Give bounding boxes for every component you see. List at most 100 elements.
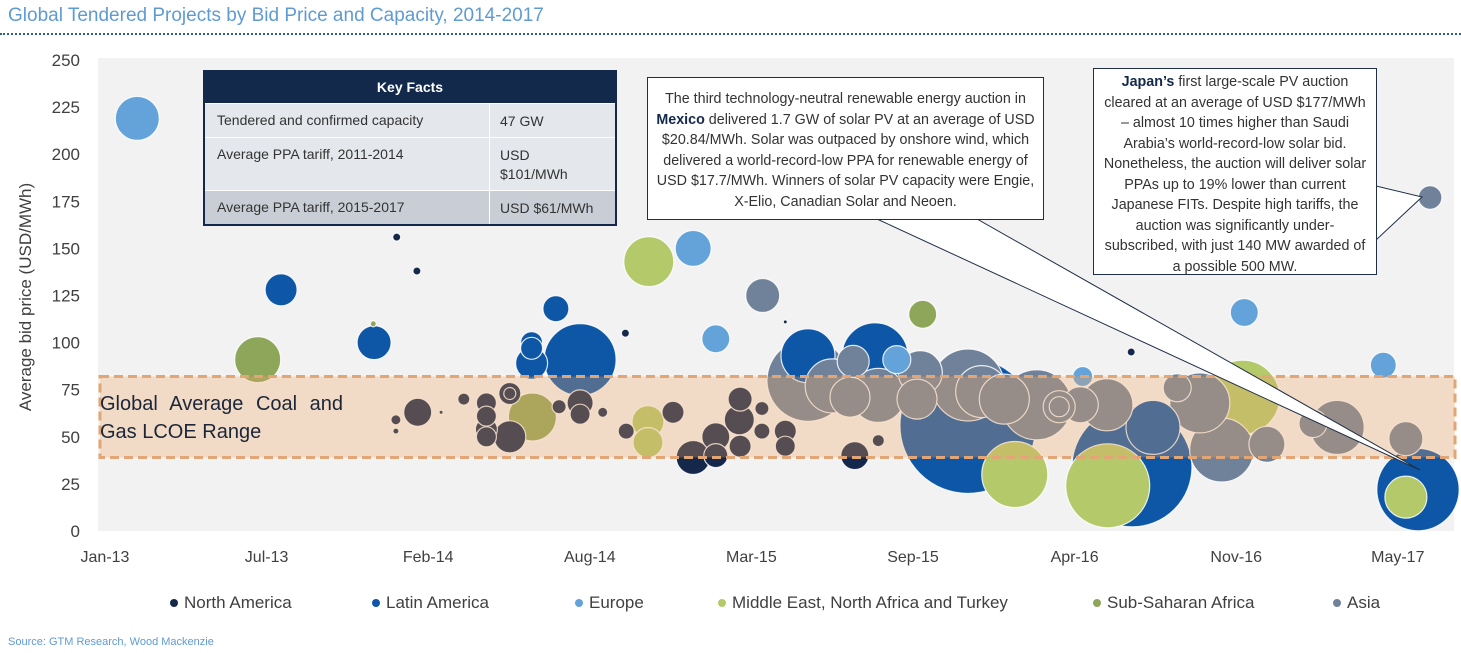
- bubble-north-america: [475, 405, 497, 427]
- legend-label: North America: [184, 593, 292, 612]
- key-facts-label: Average PPA tariff, 2015-2017: [205, 191, 490, 224]
- bubble-europe: [1229, 297, 1259, 328]
- bubble-north-america: [617, 422, 635, 440]
- key-facts-row: Average PPA tariff, 2015-2017 USD $61/MW…: [205, 190, 615, 224]
- x-tick-label: Feb-14: [403, 549, 454, 566]
- bubble-middle-east-north-africa-and-turkey: [1384, 475, 1428, 519]
- bubble-north-america: [392, 232, 402, 242]
- key-facts-label: Tendered and confirmed capacity: [205, 104, 490, 137]
- legend-label: Europe: [589, 593, 644, 612]
- x-tick-label: Sep-15: [887, 549, 939, 566]
- callout-bold: Japan’s: [1121, 74, 1175, 90]
- bubble-latin-america: [356, 325, 392, 361]
- x-tick-label: Nov-16: [1210, 549, 1262, 566]
- bubble-north-america: [475, 426, 497, 448]
- x-tick-label: May-17: [1371, 549, 1424, 566]
- y-axis-ticks: 0 25 50 75 100 125 150 175 200 225 250: [52, 51, 80, 541]
- bubble-north-america: [703, 443, 729, 469]
- x-tick-label: Jan-13: [81, 549, 130, 566]
- x-axis-ticks: Jan-13 Jul-13 Feb-14 Aug-14 Mar-15 Sep-15 Apr-…: [81, 549, 1425, 566]
- source-note: Source: GTM Research, Wood Mackenzie: [8, 636, 214, 648]
- bubble-asia: [896, 378, 938, 420]
- y-tick-label: 25: [61, 475, 80, 494]
- legend-label: Asia: [1347, 593, 1381, 612]
- y-tick-label: 0: [71, 522, 80, 541]
- bubble-europe: [882, 345, 912, 375]
- bubble-north-america: [412, 266, 422, 276]
- bubble-sub-saharan-africa: [908, 299, 938, 329]
- bubble-asia: [836, 344, 870, 378]
- bubble-north-america: [1126, 347, 1136, 357]
- legend-label: Sub-Saharan Africa: [1107, 593, 1255, 612]
- legend-latin-america: Latin America: [372, 593, 489, 613]
- legend-menat: Middle East, North Africa and Turkey: [718, 593, 1008, 613]
- bubble-north-america: [569, 403, 591, 425]
- key-facts-row: Average PPA tariff, 2011-2014 USD $101/M…: [205, 137, 615, 190]
- legend-north-america: North America: [170, 593, 292, 613]
- bubble-asia: [1248, 425, 1286, 463]
- y-tick-label: 200: [52, 145, 80, 164]
- bubble-asia: [745, 277, 781, 314]
- key-facts-value: USD $61/MWh: [500, 200, 594, 216]
- japan-callout: Japan’s first large-scale PV auction cle…: [1093, 68, 1377, 275]
- bubble-asia: [1162, 373, 1192, 403]
- bubble-north-america: [438, 409, 444, 415]
- bubble-north-america: [551, 399, 567, 415]
- bubble-north-america: [457, 392, 471, 406]
- bubble-north-america: [871, 434, 885, 448]
- bubble-europe: [1369, 351, 1397, 379]
- y-tick-label: 150: [52, 239, 80, 258]
- bubble-latin-america: [264, 273, 298, 307]
- bubble-latin-america: [519, 336, 544, 360]
- bubble-north-america: [403, 397, 433, 427]
- bubble-north-america: [840, 441, 870, 471]
- legend-label: Middle East, North Africa and Turkey: [732, 593, 1008, 612]
- title-divider: [0, 33, 1461, 35]
- key-facts-value: 47 GW: [500, 113, 544, 129]
- legend-asia: Asia: [1333, 593, 1380, 613]
- x-tick-label: Mar-15: [726, 549, 777, 566]
- y-tick-label: 250: [52, 51, 80, 70]
- y-tick-label: 75: [61, 381, 80, 400]
- y-tick-label: 100: [52, 334, 80, 353]
- callout-text: The third technology-neutral renewable e…: [665, 91, 1026, 107]
- key-facts-row: Tendered and confirmed capacity 47 GW: [205, 103, 615, 137]
- callout-text: delivered 1.7 GW of solar PV at an avera…: [656, 111, 1035, 210]
- bubble-sub-saharan-africa: [369, 320, 377, 328]
- bubble-latin-america: [1125, 399, 1181, 455]
- bubble-europe: [674, 229, 712, 267]
- bubble-north-america: [597, 406, 609, 418]
- lcoe-range-band: [98, 375, 1457, 460]
- bubble-north-america: [503, 386, 517, 401]
- y-tick-label: 225: [52, 98, 80, 117]
- y-axis-label: Average bid price (USD/MWh): [16, 183, 35, 411]
- key-facts-value: USD $101/MWh: [500, 147, 568, 182]
- legend-dot: [372, 599, 380, 607]
- bubble-sub-saharan-africa: [234, 336, 282, 384]
- bubble-europe: [114, 95, 160, 142]
- key-facts-table: Key Facts Tendered and confirmed capacit…: [203, 70, 617, 226]
- bubble-north-america: [727, 386, 753, 412]
- legend-dot: [1093, 599, 1101, 607]
- callout-text: first large-scale PV auction cleared at …: [1103, 74, 1367, 275]
- lcoe-range-label: Global Average Coal and Gas LCOE Range: [100, 393, 343, 443]
- legend-dot: [718, 599, 726, 607]
- bubble-north-america: [620, 328, 631, 338]
- legend-dot: [575, 599, 583, 607]
- bubble-asia: [1388, 421, 1424, 457]
- y-tick-label: 175: [52, 192, 80, 211]
- callout-bold: Mexico: [656, 111, 705, 128]
- bubble-north-america: [392, 427, 400, 435]
- bubble-middle-east-north-africa-and-turkey: [623, 236, 675, 288]
- bubble-north-america: [661, 400, 685, 424]
- bubbles: [114, 95, 1460, 532]
- bubble-north-america: [390, 414, 402, 426]
- key-facts-label: Average PPA tariff, 2011-2014: [205, 138, 490, 190]
- bubble-latin-america: [542, 295, 570, 323]
- x-tick-label: Apr-16: [1051, 549, 1099, 566]
- bubble-middle-east-north-africa-and-turkey: [1065, 443, 1151, 529]
- chart-title: Global Tendered Projects by Bid Price an…: [8, 5, 544, 26]
- bubble-north-america: [782, 319, 788, 325]
- bubble-asia: [978, 373, 1030, 425]
- legend-label: Latin America: [386, 593, 489, 612]
